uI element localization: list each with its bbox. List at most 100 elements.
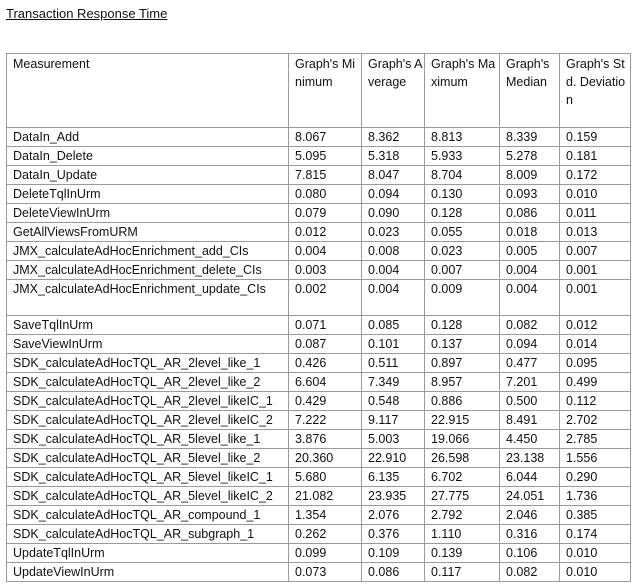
average-cell: 22.910: [361, 448, 425, 468]
std-deviation-cell: 0.010: [559, 184, 631, 204]
measurement-cell: UpdateTqlInUrm: [6, 543, 289, 563]
table-row: SDK_calculateAdHocTQL_AR_compound_1 1.354…: [6, 505, 631, 525]
minimum-cell: 0.002: [288, 279, 362, 316]
average-cell: 2.076: [361, 505, 425, 525]
measurement-cell: UpdateViewInUrm: [6, 562, 289, 582]
minimum-cell: 0.099: [288, 543, 362, 563]
maximum-cell: 0.128: [424, 315, 500, 335]
median-cell: 0.086: [499, 203, 560, 223]
median-cell: 0.082: [499, 315, 560, 335]
table-row: SaveViewInUrm 0.087 0.101 0.137 0.094 0.014: [6, 334, 631, 354]
median-cell: 24.051: [499, 486, 560, 506]
measurement-cell: GetAllViewsFromURM: [6, 222, 289, 242]
std-deviation-cell: 0.010: [559, 562, 631, 582]
average-cell: 0.086: [361, 562, 425, 582]
minimum-cell: 0.080: [288, 184, 362, 204]
maximum-cell: 1.110: [424, 524, 500, 544]
median-cell: 0.018: [499, 222, 560, 242]
table-row: DataIn_Update 7.815 8.047 8.704 8.009 0.172: [6, 165, 631, 185]
std-deviation-cell: 0.010: [559, 543, 631, 563]
minimum-cell: 0.004: [288, 241, 362, 261]
minimum-cell: 6.604: [288, 372, 362, 392]
maximum-cell: 2.792: [424, 505, 500, 525]
table-row: SDK_calculateAdHocTQL_AR_2level_likeIC_2…: [6, 410, 631, 430]
maximum-cell: 0.009: [424, 279, 500, 316]
minimum-cell: 3.876: [288, 429, 362, 449]
table-row: DataIn_Delete 5.095 5.318 5.933 5.278 0.181: [6, 146, 631, 166]
average-cell: 5.318: [361, 146, 425, 166]
table-row: SDK_calculateAdHocTQL_AR_2level_like_1 0.…: [6, 353, 631, 373]
maximum-cell: 0.055: [424, 222, 500, 242]
table-header-row: Measurement Graph's Minimum Graph's Aver…: [6, 53, 631, 128]
std-deviation-cell: 0.172: [559, 165, 631, 185]
std-deviation-cell: 2.702: [559, 410, 631, 430]
std-deviation-cell: 2.785: [559, 429, 631, 449]
std-deviation-cell: 1.736: [559, 486, 631, 506]
minimum-cell: 20.360: [288, 448, 362, 468]
median-cell: 4.450: [499, 429, 560, 449]
maximum-cell: 0.137: [424, 334, 500, 354]
table-row: JMX_calculateAdHocEnrichment_update_CIs 0…: [6, 279, 631, 316]
measurement-cell: SDK_calculateAdHocTQL_AR_5level_likeIC_2: [6, 486, 289, 506]
average-cell: 0.094: [361, 184, 425, 204]
minimum-cell: 0.079: [288, 203, 362, 223]
table-row: JMX_calculateAdHocEnrichment_delete_CIs 0…: [6, 260, 631, 280]
measurement-cell: JMX_calculateAdHocEnrichment_add_CIs: [6, 241, 289, 261]
minimum-cell: 7.815: [288, 165, 362, 185]
median-cell: 0.106: [499, 543, 560, 563]
median-cell: 0.005: [499, 241, 560, 261]
minimum-cell: 0.426: [288, 353, 362, 373]
table-row: SDK_calculateAdHocTQL_AR_5level_likeIC_2…: [6, 486, 631, 506]
median-cell: 23.138: [499, 448, 560, 468]
table-row: DataIn_Add 8.067 8.362 8.813 8.339 0.159: [6, 127, 631, 147]
measurement-cell: SDK_calculateAdHocTQL_AR_5level_likeIC_1: [6, 467, 289, 487]
measurement-cell: DeleteTqlInUrm: [6, 184, 289, 204]
minimum-cell: 8.067: [288, 127, 362, 147]
average-cell: 0.090: [361, 203, 425, 223]
measurement-cell: SaveTqlInUrm: [6, 315, 289, 335]
table-row: SDK_calculateAdHocTQL_AR_subgraph_1 0.262…: [6, 524, 631, 544]
measurement-cell: SDK_calculateAdHocTQL_AR_compound_1: [6, 505, 289, 525]
average-cell: 8.047: [361, 165, 425, 185]
measurement-cell: JMX_calculateAdHocEnrichment_update_CIs: [6, 279, 289, 316]
maximum-cell: 0.128: [424, 203, 500, 223]
minimum-cell: 0.429: [288, 391, 362, 411]
maximum-cell: 0.897: [424, 353, 500, 373]
median-cell: 7.201: [499, 372, 560, 392]
minimum-cell: 0.071: [288, 315, 362, 335]
average-cell: 5.003: [361, 429, 425, 449]
average-cell: 0.376: [361, 524, 425, 544]
maximum-cell: 27.775: [424, 486, 500, 506]
average-cell: 0.004: [361, 260, 425, 280]
measurement-cell: DataIn_Add: [6, 127, 289, 147]
column-header-maximum: Graph's Maximum: [424, 53, 500, 128]
table-row: UpdateViewInUrm 0.073 0.086 0.117 0.082 0.010: [6, 562, 631, 582]
std-deviation-cell: 0.385: [559, 505, 631, 525]
table-row: SDK_calculateAdHocTQL_AR_5level_like_2 20…: [6, 448, 631, 468]
measurement-cell: JMX_calculateAdHocEnrichment_delete_CIs: [6, 260, 289, 280]
average-cell: 0.109: [361, 543, 425, 563]
std-deviation-cell: 0.181: [559, 146, 631, 166]
average-cell: 0.004: [361, 279, 425, 316]
measurement-cell: SDK_calculateAdHocTQL_AR_2level_likeIC_2: [6, 410, 289, 430]
std-deviation-cell: 0.012: [559, 315, 631, 335]
measurement-cell: SDK_calculateAdHocTQL_AR_subgraph_1: [6, 524, 289, 544]
table-row: UpdateTqlInUrm 0.099 0.109 0.139 0.106 0.010: [6, 543, 631, 563]
average-cell: 8.362: [361, 127, 425, 147]
maximum-cell: 8.704: [424, 165, 500, 185]
column-header-std-deviation: Graph's Std. Deviation: [559, 53, 631, 128]
maximum-cell: 6.702: [424, 467, 500, 487]
average-cell: 0.548: [361, 391, 425, 411]
maximum-cell: 0.886: [424, 391, 500, 411]
minimum-cell: 0.012: [288, 222, 362, 242]
measurement-cell: SDK_calculateAdHocTQL_AR_2level_like_2: [6, 372, 289, 392]
maximum-cell: 0.139: [424, 543, 500, 563]
median-cell: 0.316: [499, 524, 560, 544]
column-header-median: Graph's Median: [499, 53, 560, 128]
std-deviation-cell: 0.001: [559, 279, 631, 316]
std-deviation-cell: 0.290: [559, 467, 631, 487]
table-row: SDK_calculateAdHocTQL_AR_5level_likeIC_1…: [6, 467, 631, 487]
column-header-measurement: Measurement: [6, 53, 289, 128]
minimum-cell: 5.095: [288, 146, 362, 166]
minimum-cell: 0.073: [288, 562, 362, 582]
